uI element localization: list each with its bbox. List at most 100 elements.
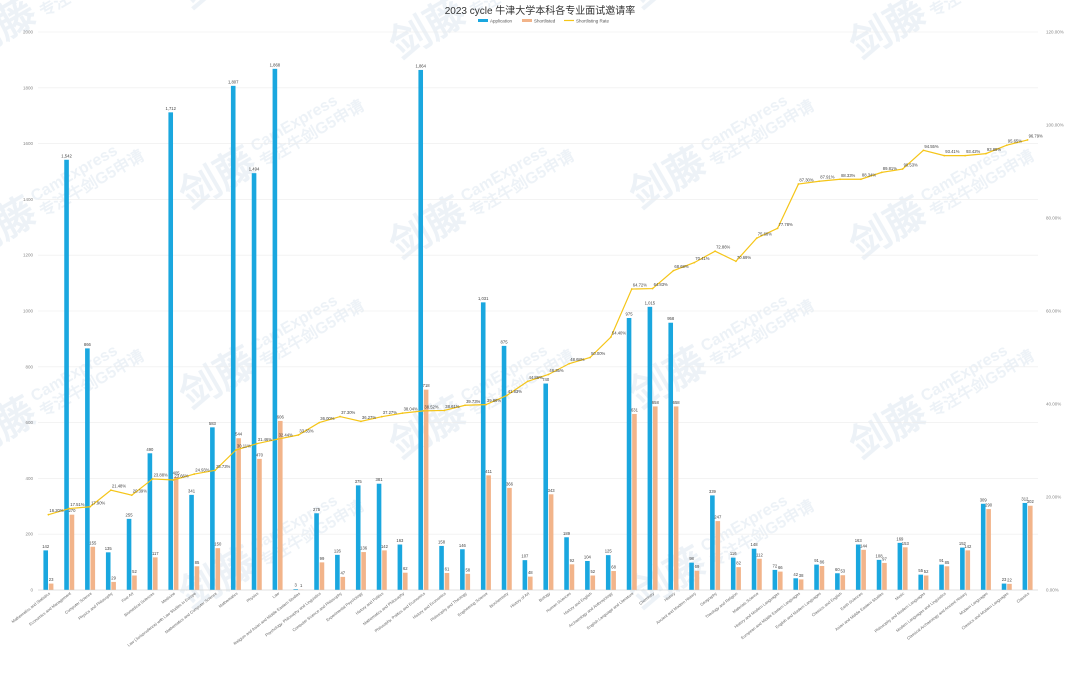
data-label-application: 583 xyxy=(209,421,217,426)
rate-point xyxy=(693,262,695,264)
bar-application xyxy=(210,427,215,590)
x-tick-label: Geography xyxy=(699,591,718,607)
bar-shortlisted xyxy=(1028,506,1033,590)
rate-point xyxy=(985,153,987,155)
data-label-rate: 38.04% xyxy=(404,407,418,412)
data-label-application: 1,494 xyxy=(249,167,260,172)
rate-point xyxy=(339,416,341,418)
data-label-shortlisted: 153 xyxy=(902,541,910,546)
data-label-rate: 87.91% xyxy=(820,175,834,180)
y-right-tick-label: 20.00% xyxy=(1046,495,1061,500)
bar-application xyxy=(43,550,48,590)
rate-point xyxy=(318,422,320,424)
data-label-application: 1,015 xyxy=(645,300,656,305)
data-label-application: 958 xyxy=(667,316,675,321)
bar-application xyxy=(960,548,965,590)
watermark-brand-cn: 剑藤 xyxy=(172,338,265,417)
data-label-shortlisted: 155 xyxy=(89,540,97,545)
bar-shortlisted xyxy=(965,550,970,590)
data-label-application: 158 xyxy=(438,539,446,544)
bar-application xyxy=(918,575,923,590)
data-label-shortlisted: 22 xyxy=(1007,577,1012,582)
data-label-shortlisted: 86 xyxy=(820,560,825,565)
bar-application xyxy=(460,549,465,590)
watermark-brand-cn: 剑藤 xyxy=(842,0,935,68)
x-tick-label: Classics xyxy=(1015,591,1030,604)
y-left-tick-label: 400 xyxy=(25,476,33,481)
data-label-rate: 54.40% xyxy=(612,331,626,336)
data-label-rate: 41.83% xyxy=(508,389,522,394)
watermark-brand-cn: 剑藤 xyxy=(622,338,715,417)
data-label-application: 375 xyxy=(355,479,363,484)
data-label-application: 189 xyxy=(563,531,571,536)
bar-shortlisted xyxy=(653,406,658,590)
chart-title: 2023 cycle 牛津大学本科各专业面试邀请率 xyxy=(445,4,636,17)
x-tick-label: Music xyxy=(894,591,905,601)
data-label-rate: 36.27% xyxy=(362,415,376,420)
data-label-rate: 93.41% xyxy=(945,149,959,154)
bar-application xyxy=(189,495,194,590)
bar-shortlisted xyxy=(840,575,845,590)
data-label-application: 107 xyxy=(521,554,529,559)
bar-application xyxy=(1023,503,1028,590)
rate-point xyxy=(568,363,570,365)
data-label-rate: 16.20% xyxy=(49,508,63,513)
data-label-rate: 95.65% xyxy=(1008,139,1022,144)
data-label-rate: 17.51% xyxy=(70,502,84,507)
data-label-rate: 21.48% xyxy=(112,484,126,489)
rate-point xyxy=(923,149,925,151)
bar-shortlisted xyxy=(507,488,512,590)
data-label-application: 381 xyxy=(376,477,384,482)
x-tick-label: Philosophy and Theology xyxy=(429,591,467,623)
data-label-shortlisted: 343 xyxy=(548,488,556,493)
watermark-layer: 剑藤CamExpress专注牛剑G5申请剑藤CamExpress专注牛剑G5申请… xyxy=(0,0,1040,618)
bar-shortlisted xyxy=(757,559,762,590)
data-label-shortlisted: 62 xyxy=(403,566,408,571)
rate-point xyxy=(902,168,904,170)
data-label-rate: 39.86% xyxy=(487,398,501,403)
x-tick-label: Law xyxy=(271,591,280,600)
data-label-shortlisted: 29 xyxy=(111,575,116,580)
data-label-application: 148 xyxy=(751,542,759,547)
rate-point xyxy=(68,508,70,510)
data-label-rate: 64.72% xyxy=(633,283,647,288)
data-label-application: 341 xyxy=(188,488,196,493)
y-left-tick-label: 1200 xyxy=(23,253,34,258)
data-label-rate: 44.86% xyxy=(529,375,543,380)
data-label-application: 146 xyxy=(459,543,467,548)
y-right-tick-label: 80.00% xyxy=(1046,216,1061,221)
data-label-rate: 33.33% xyxy=(299,429,313,434)
rate-point xyxy=(360,420,362,422)
rate-point xyxy=(652,288,654,290)
bar-application xyxy=(585,561,590,590)
data-label-shortlisted: 53 xyxy=(840,569,845,574)
bar-application xyxy=(814,565,819,590)
bar-shortlisted xyxy=(799,579,804,590)
rate-point xyxy=(964,155,966,157)
watermark-brand-cn: 剑藤 xyxy=(172,0,265,18)
watermark-brand-cn: 剑藤 xyxy=(622,0,715,18)
rate-point xyxy=(464,404,466,406)
x-tick-label: Mathematics and Statistics xyxy=(10,591,51,624)
bar-shortlisted xyxy=(153,557,158,590)
bar-shortlisted xyxy=(361,552,366,590)
rate-point xyxy=(548,374,550,376)
bar-shortlisted xyxy=(195,566,200,590)
data-label-application: 135 xyxy=(105,546,113,551)
bar-shortlisted xyxy=(424,390,429,590)
bar-shortlisted xyxy=(986,509,991,590)
y-left-tick-label: 800 xyxy=(25,364,33,369)
bar-shortlisted xyxy=(945,566,950,590)
data-label-rate: 23.66% xyxy=(174,473,188,478)
data-label-shortlisted: 144 xyxy=(860,543,868,548)
bar-shortlisted xyxy=(382,550,387,590)
y-right-tick-label: 0.00% xyxy=(1046,588,1059,593)
data-label-rate: 75.68% xyxy=(758,232,772,237)
rate-point xyxy=(235,449,237,451)
bar-shortlisted xyxy=(820,566,825,590)
bar-application xyxy=(502,346,507,590)
bar-application xyxy=(85,348,90,590)
